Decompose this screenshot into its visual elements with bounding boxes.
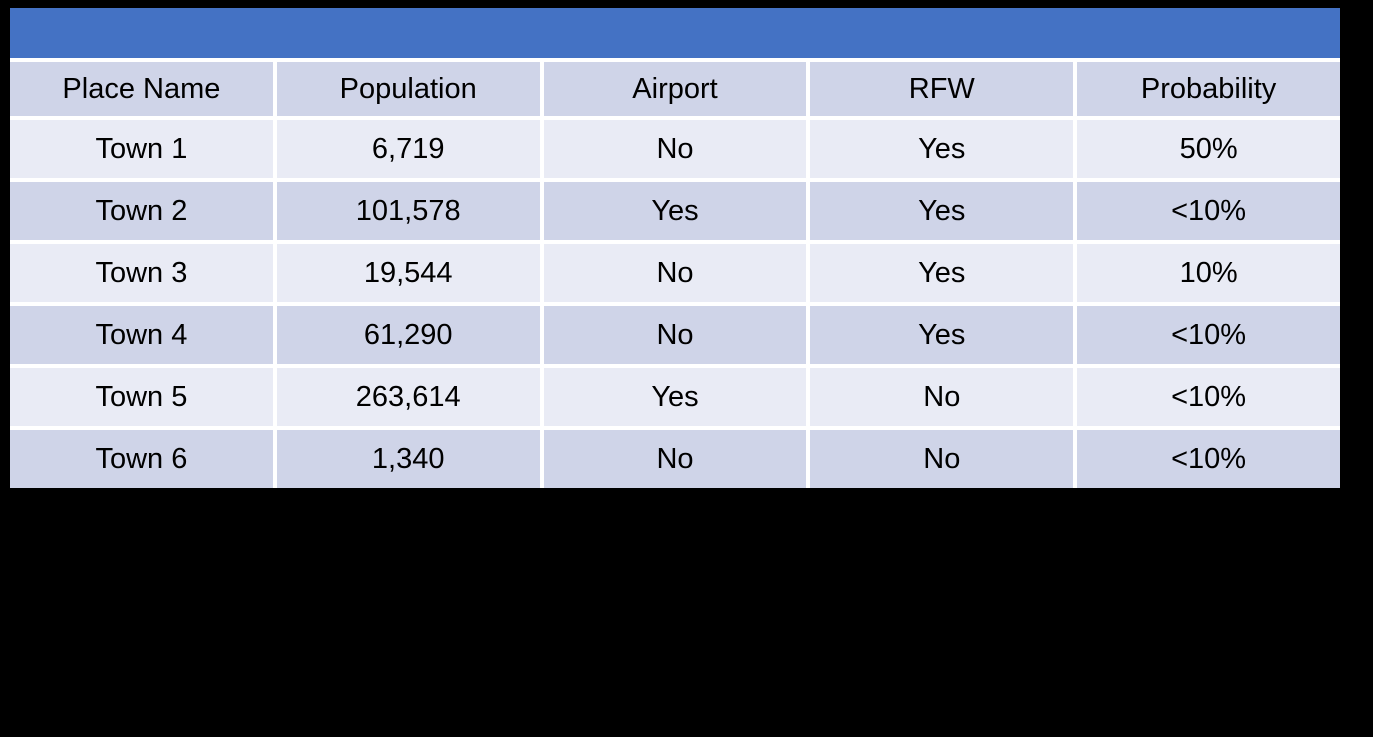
table-cell: Town 6 <box>10 426 277 488</box>
table-cell: Yes <box>806 116 1078 182</box>
column-header: Probability <box>1073 58 1340 120</box>
table-cell: No <box>806 364 1078 430</box>
table-header-row: Place Name Population Airport RFW Probabilit… <box>10 58 1340 120</box>
table-cell: 50% <box>1073 116 1340 182</box>
table-cell: 19,544 <box>272 240 544 306</box>
table-cell: Town 5 <box>10 364 277 430</box>
table-cell: No <box>806 426 1078 488</box>
table-cell: No <box>539 426 811 488</box>
table-row: Town 1 6,719 No Yes 50% <box>10 116 1340 182</box>
table-cell: Town 2 <box>10 178 277 244</box>
towns-table: Place Name Population Airport RFW Probabilit… <box>10 8 1340 488</box>
table-cell: No <box>539 116 811 182</box>
table-cell: Yes <box>539 364 811 430</box>
table-cell: <10% <box>1073 364 1340 430</box>
table-cell: No <box>539 302 811 368</box>
table-cell: <10% <box>1073 426 1340 488</box>
table-cell: 61,290 <box>272 302 544 368</box>
table-cell: Town 4 <box>10 302 277 368</box>
table-title-row <box>10 8 1340 62</box>
table-row: Town 6 1,340 No No <10% <box>10 426 1340 488</box>
column-header: Place Name <box>10 58 277 120</box>
table-cell: 263,614 <box>272 364 544 430</box>
table-cell: 10% <box>1073 240 1340 306</box>
column-header: Airport <box>539 58 811 120</box>
table-cell: 101,578 <box>272 178 544 244</box>
table-body: Town 1 6,719 No Yes 50% Town 2 101,578 Yes Yes <1… <box>10 116 1340 488</box>
table-cell: Yes <box>539 178 811 244</box>
towns-table-grid: Place Name Population Airport RFW Probabilit… <box>10 8 1340 488</box>
table-head: Place Name Population Airport RFW Probabilit… <box>10 8 1340 120</box>
table-cell: Town 3 <box>10 240 277 306</box>
table-cell: 1,340 <box>272 426 544 488</box>
table-row: Town 3 19,544 No Yes 10% <box>10 240 1340 306</box>
table-cell: Yes <box>806 240 1078 306</box>
table-title-bar <box>10 8 1340 62</box>
table-row: Town 5 263,614 Yes No <10% <box>10 364 1340 430</box>
table-row: Town 4 61,290 No Yes <10% <box>10 302 1340 368</box>
column-header: RFW <box>806 58 1078 120</box>
table-cell: Town 1 <box>10 116 277 182</box>
table-cell: 6,719 <box>272 116 544 182</box>
table-cell: Yes <box>806 302 1078 368</box>
table-cell: No <box>539 240 811 306</box>
table-cell: Yes <box>806 178 1078 244</box>
table-cell: <10% <box>1073 178 1340 244</box>
table-row: Town 2 101,578 Yes Yes <10% <box>10 178 1340 244</box>
column-header: Population <box>272 58 544 120</box>
table-cell: <10% <box>1073 302 1340 368</box>
